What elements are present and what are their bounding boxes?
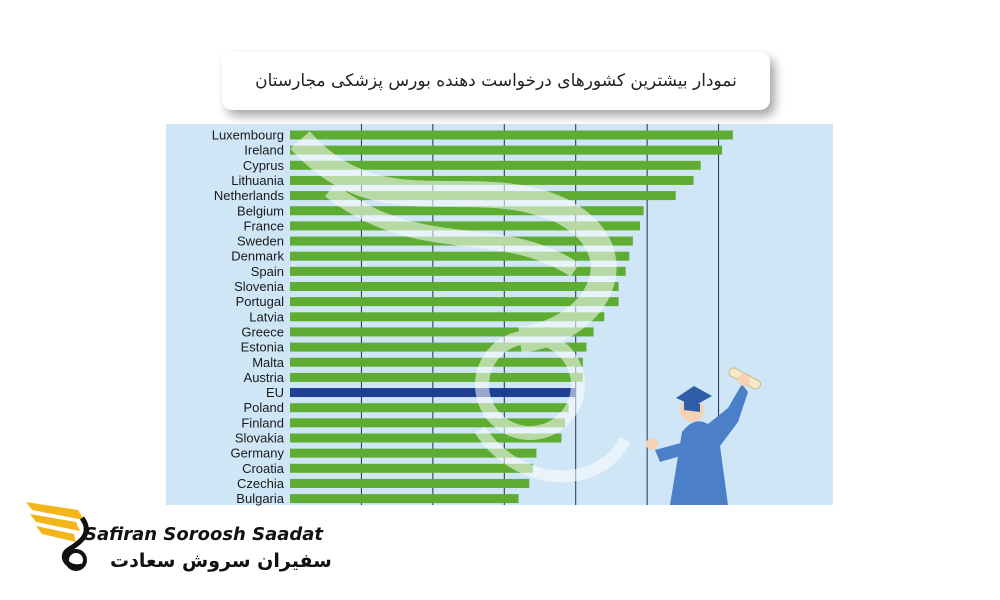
label-cyprus: Cyprus	[243, 158, 285, 173]
label-finland: Finland	[241, 415, 284, 430]
bar-poland	[290, 403, 569, 413]
logo-name-english: Safiran Soroosh Saadat	[84, 524, 324, 545]
label-slovenia: Slovenia	[234, 279, 285, 294]
bar-austria	[290, 372, 583, 382]
bar-lithuania	[290, 175, 694, 185]
watermark-swirl	[290, 131, 631, 483]
label-croatia: Croatia	[242, 461, 285, 476]
bar-finland	[290, 418, 565, 428]
bar-belgium	[290, 206, 644, 216]
bar-france	[290, 221, 640, 231]
label-luxembourg: Luxembourg	[212, 128, 284, 143]
bar-slovenia	[290, 282, 619, 291]
bar-latvia	[290, 312, 605, 322]
label-germany: Germany	[231, 446, 285, 461]
bar-eu	[290, 388, 576, 398]
label-austria: Austria	[244, 370, 285, 385]
label-netherlands: Netherlands	[214, 188, 285, 203]
label-czechia: Czechia	[237, 476, 285, 491]
bar-spain	[290, 266, 626, 276]
bar-greece	[290, 327, 594, 337]
label-lithuania: Lithuania	[231, 173, 285, 188]
bar-slovakia	[290, 433, 562, 443]
label-portugal: Portugal	[236, 294, 285, 309]
label-ireland: Ireland	[244, 143, 284, 158]
bar-ireland	[290, 145, 723, 155]
bar-portugal	[290, 297, 619, 307]
label-poland: Poland	[244, 400, 284, 415]
label-malta: Malta	[252, 355, 285, 370]
wing-swirl-logo-icon	[26, 502, 89, 571]
bar-croatia	[290, 463, 533, 473]
bar-estonia	[290, 342, 587, 352]
label-greece: Greece	[241, 324, 284, 339]
bar-czechia	[290, 478, 530, 488]
bar-malta	[290, 357, 583, 367]
label-estonia: Estonia	[241, 340, 285, 355]
bar-luxembourg	[290, 130, 733, 140]
label-latvia: Latvia	[249, 309, 284, 324]
company-logo: Safiran Soroosh Saadat سفیران سروش سعادت	[18, 490, 332, 590]
title-card: نمودار بیشترین کشورهای درخواست دهنده بور…	[222, 52, 770, 110]
bar-cyprus	[290, 160, 701, 170]
chart-title: نمودار بیشترین کشورهای درخواست دهنده بور…	[255, 71, 737, 91]
label-eu: EU	[266, 385, 284, 400]
label-sweden: Sweden	[237, 234, 284, 249]
label-bulgaria: Bulgaria	[236, 491, 284, 506]
category-labels: LuxembourgIrelandCyprusLithuaniaNetherla…	[212, 128, 285, 507]
label-france: France	[244, 218, 284, 233]
graduate-holding-diploma-icon	[646, 367, 761, 505]
label-denmark: Denmark	[231, 249, 284, 264]
label-spain: Spain	[251, 264, 284, 279]
label-belgium: Belgium	[237, 203, 284, 218]
bar-germany	[290, 448, 537, 458]
logo-name-persian: سفیران سروش سعادت	[110, 550, 332, 572]
bar-bulgaria	[290, 494, 519, 504]
label-slovakia: Slovakia	[235, 431, 285, 446]
bar-denmark	[290, 251, 630, 261]
